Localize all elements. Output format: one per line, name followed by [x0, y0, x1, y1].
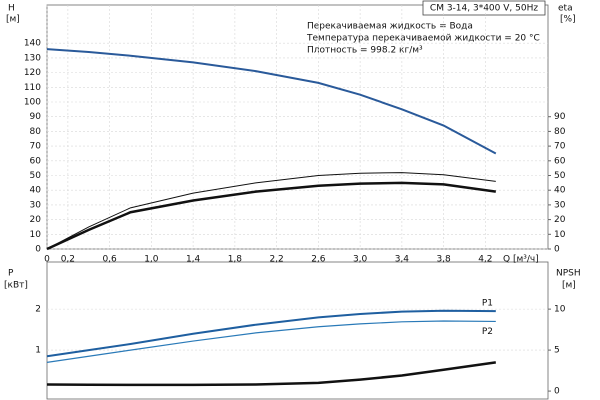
y-unit: [кВт]	[4, 281, 28, 291]
curve	[46, 361, 496, 387]
x-tick-label: 3,8	[436, 255, 451, 265]
x-tick-label: 1,8	[228, 255, 243, 265]
x-tick-label: 0	[44, 255, 50, 265]
series-label: P2	[482, 327, 493, 337]
note: Температура перекачиваемой жидкости = 20…	[306, 34, 540, 44]
y-tick-label: 0	[35, 245, 41, 255]
x-tick-label: 1,4	[186, 255, 201, 265]
y-tick-label: 2	[35, 305, 41, 315]
x-tick-label: 0,2	[61, 255, 75, 265]
y2-tick-label: 0	[554, 245, 560, 255]
y2-label: eta	[558, 4, 573, 14]
y-tick-label: 120	[24, 68, 41, 78]
x-tick-label: 1,0	[144, 255, 159, 265]
model-box	[422, 0, 546, 16]
y-tick-label: 130	[24, 53, 41, 63]
x-tick-label: 3,4	[395, 255, 410, 265]
y-label: H	[8, 4, 15, 14]
y-tick-label: 80	[30, 127, 42, 137]
y-tick-label: 10	[30, 230, 42, 240]
y2-unit: [%]	[560, 15, 576, 25]
curve	[46, 320, 496, 363]
y2-tick-label: 40	[554, 186, 566, 196]
y-tick-label: 20	[30, 215, 42, 225]
bottom-frame	[46, 261, 549, 400]
y-tick-label: 100	[24, 98, 41, 108]
y-tick-label: 110	[24, 83, 41, 93]
y-tick-label: 90	[30, 112, 42, 122]
y2-tick-label: 60	[554, 156, 566, 166]
y-label: P	[8, 269, 14, 279]
x-tick-label: 2,2	[269, 255, 283, 265]
model: CM 3-14, 3*400 V, 50Hz	[430, 4, 538, 14]
curve	[46, 48, 497, 155]
x-tick-label: 3,0	[353, 255, 368, 265]
y2-tick-label: 70	[554, 142, 566, 152]
x-label: Q [м³/ч]	[503, 255, 539, 265]
y2-tick-label: 20	[554, 215, 566, 225]
curve	[46, 172, 496, 250]
series-label: P1	[482, 299, 493, 309]
top-frame	[46, 4, 549, 250]
y-tick-label: 140	[24, 39, 41, 49]
y-tick-label: 40	[30, 186, 42, 196]
y2-tick-label: 5	[554, 346, 560, 356]
y2-tick-label: 30	[554, 200, 566, 210]
y2-tick-label: 80	[554, 127, 566, 137]
y2-tick-label: 0	[554, 387, 560, 397]
y-tick-label: 50	[30, 171, 42, 181]
y-tick-label: 30	[30, 200, 42, 210]
curve	[46, 181, 496, 251]
note: Плотность = 998.2 кг/м³	[307, 46, 423, 56]
y2-tick-label: 50	[554, 171, 566, 181]
note: Перекачиваемая жидкость = Вода	[307, 22, 473, 32]
y2-tick-label: 90	[554, 112, 566, 122]
curve	[46, 309, 496, 358]
y2-label: NPSH	[556, 269, 581, 279]
y2-tick-label: 10	[554, 305, 566, 315]
y-tick-label: 70	[30, 142, 42, 152]
x-tick-label: 4,2	[478, 255, 492, 265]
y-unit: [м]	[6, 15, 20, 25]
y2-unit: [м]	[562, 281, 576, 291]
y2-tick-label: 10	[554, 230, 566, 240]
y-tick-label: 1	[35, 346, 41, 356]
y-tick-label: 60	[30, 156, 42, 166]
x-tick-label: 0,6	[102, 255, 117, 265]
x-tick-label: 2,6	[311, 255, 326, 265]
